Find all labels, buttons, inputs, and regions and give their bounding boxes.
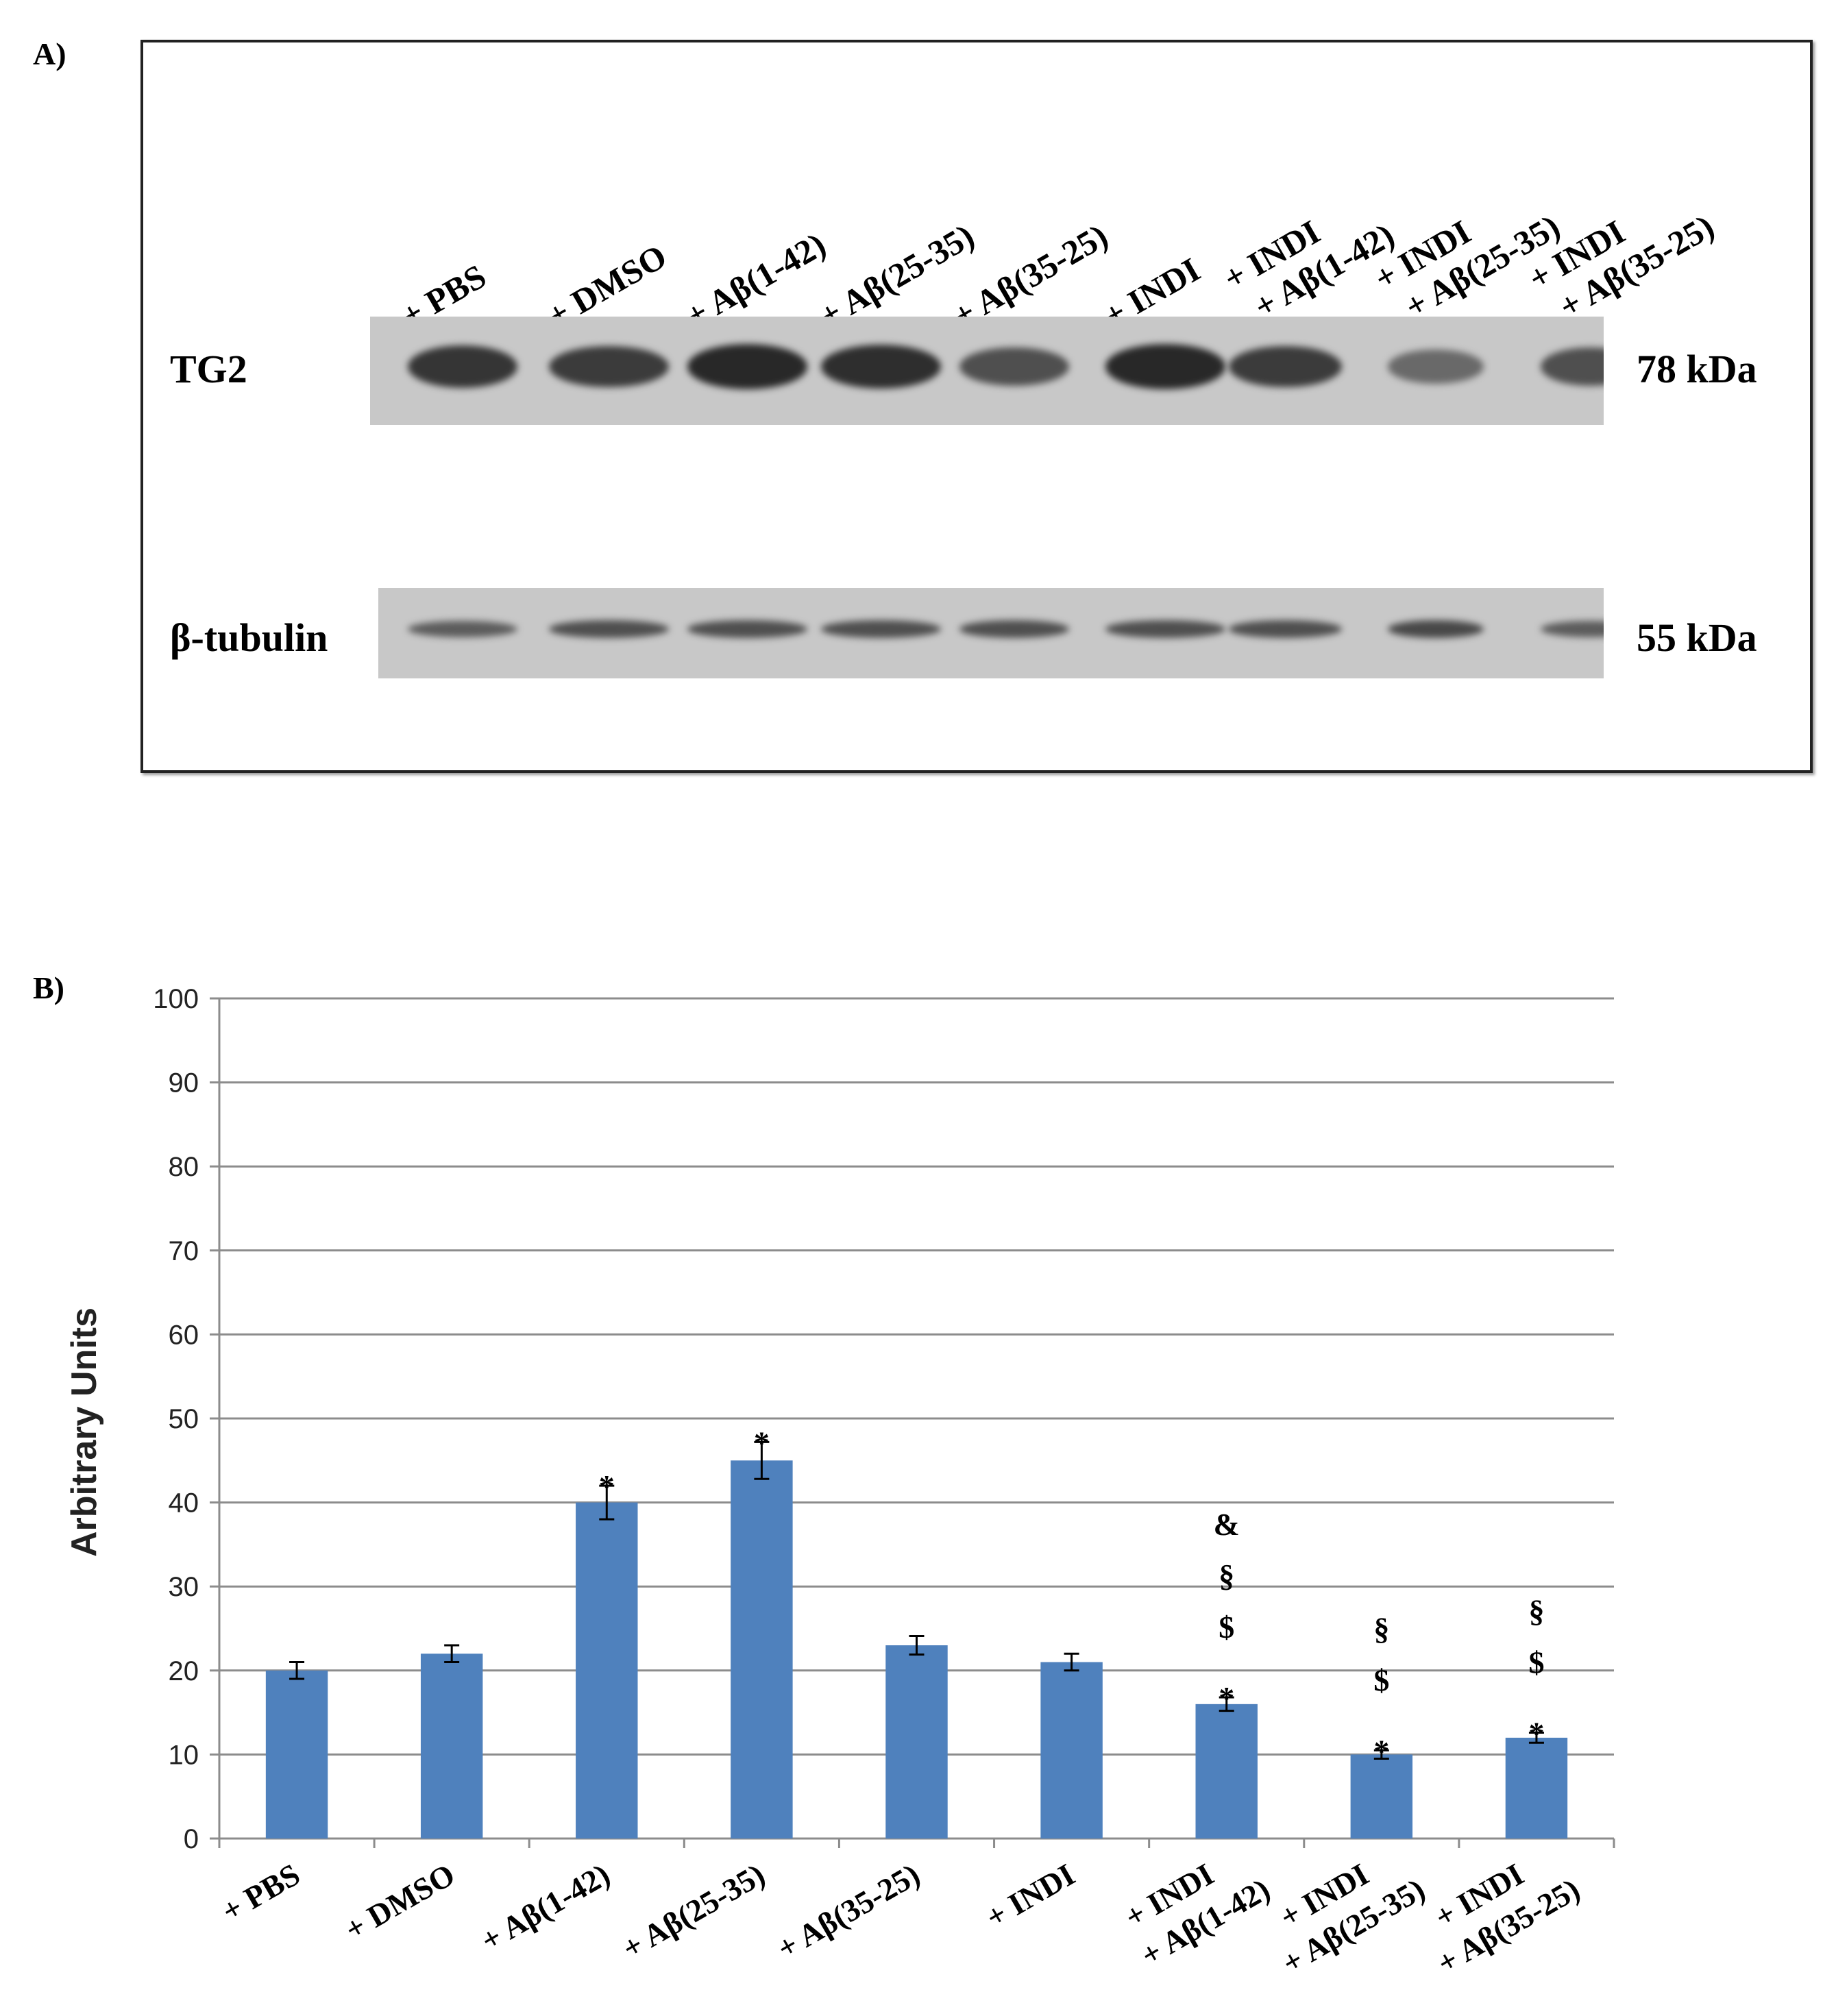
y-tick-label: 50 (169, 1404, 199, 1434)
blot-row-size: 55 kDa (1637, 615, 1757, 660)
blot-band (1105, 344, 1225, 389)
bar (1505, 1737, 1568, 1839)
y-tick-label: 60 (169, 1320, 199, 1350)
y-tick-label: 30 (169, 1572, 199, 1602)
blot-band (820, 620, 941, 638)
significance-marker: $ (1528, 1645, 1544, 1680)
y-tick-label: 10 (169, 1740, 199, 1770)
bar (420, 1654, 483, 1839)
bar (885, 1645, 948, 1839)
y-axis-label: Arbitrary Units (64, 1307, 104, 1557)
bar (1040, 1662, 1103, 1839)
blot-band (959, 347, 1069, 386)
significance-marker: $ (1219, 1610, 1234, 1645)
bar (1350, 1754, 1413, 1839)
y-tick-label: 100 (153, 984, 199, 1014)
blot-band (408, 620, 517, 638)
blot-row-name: TG2 (170, 347, 247, 391)
x-category-label: + INDI+ Aβ(25-35) (1274, 1856, 1431, 1980)
significance-marker: * (1373, 1733, 1389, 1768)
blot-band (548, 620, 669, 638)
panel-b-label: B) (33, 970, 64, 1005)
x-category-label: + INDI+ Aβ(35-25) (1429, 1856, 1586, 1980)
significance-marker: * (1528, 1716, 1544, 1751)
x-category-label: + INDI+ Aβ(1-42) (1119, 1856, 1276, 1973)
x-category-label-line: + INDI (980, 1856, 1081, 1934)
blot-membrane (370, 317, 1604, 425)
x-category-label: + Aβ(35-25) (771, 1856, 925, 1965)
x-category-label-line: + PBS (216, 1856, 306, 1928)
bar (1195, 1704, 1258, 1839)
x-category-label: + INDI (980, 1856, 1081, 1934)
x-category-label: + DMSO (339, 1856, 461, 1947)
blot-band (1228, 620, 1342, 638)
blot-row-size: 78 kDa (1637, 347, 1757, 391)
significance-marker: * (754, 1425, 770, 1460)
panel-a-label: A) (33, 36, 66, 71)
blot-band (548, 345, 669, 388)
bar (576, 1502, 638, 1839)
x-category-label-line: + DMSO (339, 1856, 461, 1947)
y-tick-label: 20 (169, 1656, 199, 1686)
x-category-label-line: + Aβ(1-42) (475, 1856, 615, 1958)
blot-band (687, 620, 807, 638)
y-tick-label: 80 (169, 1152, 199, 1182)
y-tick-label: 0 (184, 1824, 199, 1854)
blot-row-name: β-tubulin (170, 615, 328, 660)
bar (265, 1670, 328, 1839)
blot-band (1388, 619, 1484, 639)
blot-membrane (378, 588, 1604, 678)
blot-band (959, 620, 1069, 638)
blot-band (820, 345, 941, 389)
significance-marker: & (1214, 1507, 1240, 1542)
bar (731, 1460, 793, 1839)
blot-band (687, 344, 807, 389)
blot-band (408, 345, 517, 389)
significance-marker: * (599, 1468, 615, 1503)
western-blot-panel (140, 40, 1813, 773)
significance-marker: $ (1373, 1662, 1389, 1697)
significance-marker: § (1528, 1594, 1544, 1629)
blot-band (1388, 349, 1484, 384)
x-category-label-line: + Aβ(35-25) (771, 1856, 925, 1965)
x-category-label: + PBS (216, 1856, 306, 1928)
x-category-label-line: + Aβ(25-35) (616, 1856, 770, 1965)
blot-band (1228, 345, 1342, 388)
y-tick-label: 40 (169, 1488, 199, 1519)
y-tick-label: 70 (169, 1236, 199, 1266)
significance-marker: § (1373, 1611, 1389, 1646)
significance-marker: * (1219, 1680, 1234, 1715)
x-category-label: + Aβ(1-42) (475, 1856, 615, 1958)
blot-band (1105, 620, 1225, 638)
x-category-label: + Aβ(25-35) (616, 1856, 770, 1965)
significance-marker: § (1219, 1558, 1234, 1593)
y-tick-label: 90 (169, 1068, 199, 1098)
